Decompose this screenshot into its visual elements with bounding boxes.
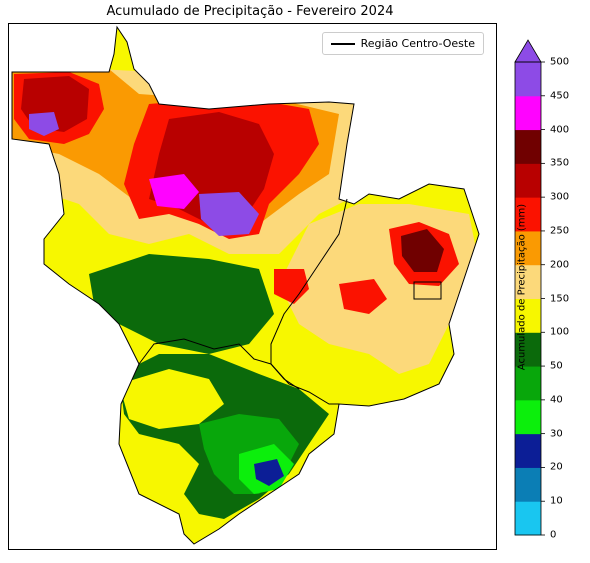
- colorbar-tick-label: 150: [550, 293, 570, 304]
- field-red-southeast: [339, 279, 387, 314]
- precipitation-field: [12, 27, 479, 544]
- legend-line-icon: [330, 42, 355, 45]
- state-border-mt-ms: [138, 338, 272, 365]
- colorbar-tick-label: 30: [550, 428, 563, 440]
- colorbar-tick-label: 0: [550, 529, 557, 541]
- colorbar-tick-label: 50: [550, 360, 563, 372]
- colorbar-segment: [515, 399, 541, 435]
- field-purple-northwest: [29, 112, 59, 136]
- legend-label: Região Centro-Oeste: [360, 37, 475, 50]
- colorbar-border: [514, 61, 542, 536]
- field-yellow-southwest: [119, 369, 224, 429]
- colorbar-segment: [515, 230, 541, 266]
- colorbar-segment: [515, 332, 541, 367]
- colorbar-tick-label: 500: [550, 56, 570, 68]
- precipitation-map: [11, 25, 480, 545]
- colorbar-tick-label: 400: [550, 124, 570, 136]
- df-border: [413, 281, 442, 300]
- colorbar-label: Acumulado de Precipitação (mm): [516, 203, 528, 371]
- colorbar-segment: [515, 433, 541, 468]
- field-red-mid: [274, 269, 309, 304]
- field-purple-central: [199, 192, 259, 236]
- field-magenta-central: [149, 174, 199, 209]
- colorbar-extend-arrow: [514, 39, 542, 63]
- field-dark-green-west: [89, 254, 274, 354]
- colorbar-segment: [515, 95, 541, 131]
- colorbar-tick-label: 450: [550, 90, 570, 102]
- colorbar-tick-label: 40: [550, 394, 563, 406]
- colorbar-tick-label: 200: [550, 259, 570, 271]
- colorbar-segment: [515, 62, 541, 97]
- colorbar-segment: [515, 264, 541, 299]
- map-title: Acumulado de Precipitação - Fevereiro 20…: [106, 4, 394, 19]
- colorbar-segment: [515, 197, 541, 232]
- colorbar-tick-label: 350: [550, 157, 570, 169]
- map-legend: Região Centro-Oeste: [321, 32, 484, 55]
- colorbar-tick-label: 300: [550, 191, 570, 203]
- field-dark-blue: [254, 459, 284, 486]
- colorbar-tick-label: 10: [550, 495, 563, 507]
- region-outline: [11, 25, 480, 545]
- colorbar-segment: [515, 129, 541, 164]
- colorbar-tick-label: 250: [550, 225, 570, 237]
- colorbar-segment: [515, 467, 541, 502]
- state-border-ms-go: [270, 363, 300, 390]
- colorbar-tick-label: 100: [550, 326, 570, 338]
- colorbar-tick-label: 20: [550, 461, 563, 473]
- colorbar-segment: [515, 163, 541, 198]
- colorbar-segment: [515, 366, 541, 401]
- field-dark-red-east: [401, 229, 444, 272]
- state-border-mt-go: [270, 198, 348, 405]
- colorbar-segment: [515, 501, 541, 536]
- map-area[interactable]: Região Centro-Oeste: [8, 23, 497, 550]
- colorbar-segment: [515, 298, 541, 333]
